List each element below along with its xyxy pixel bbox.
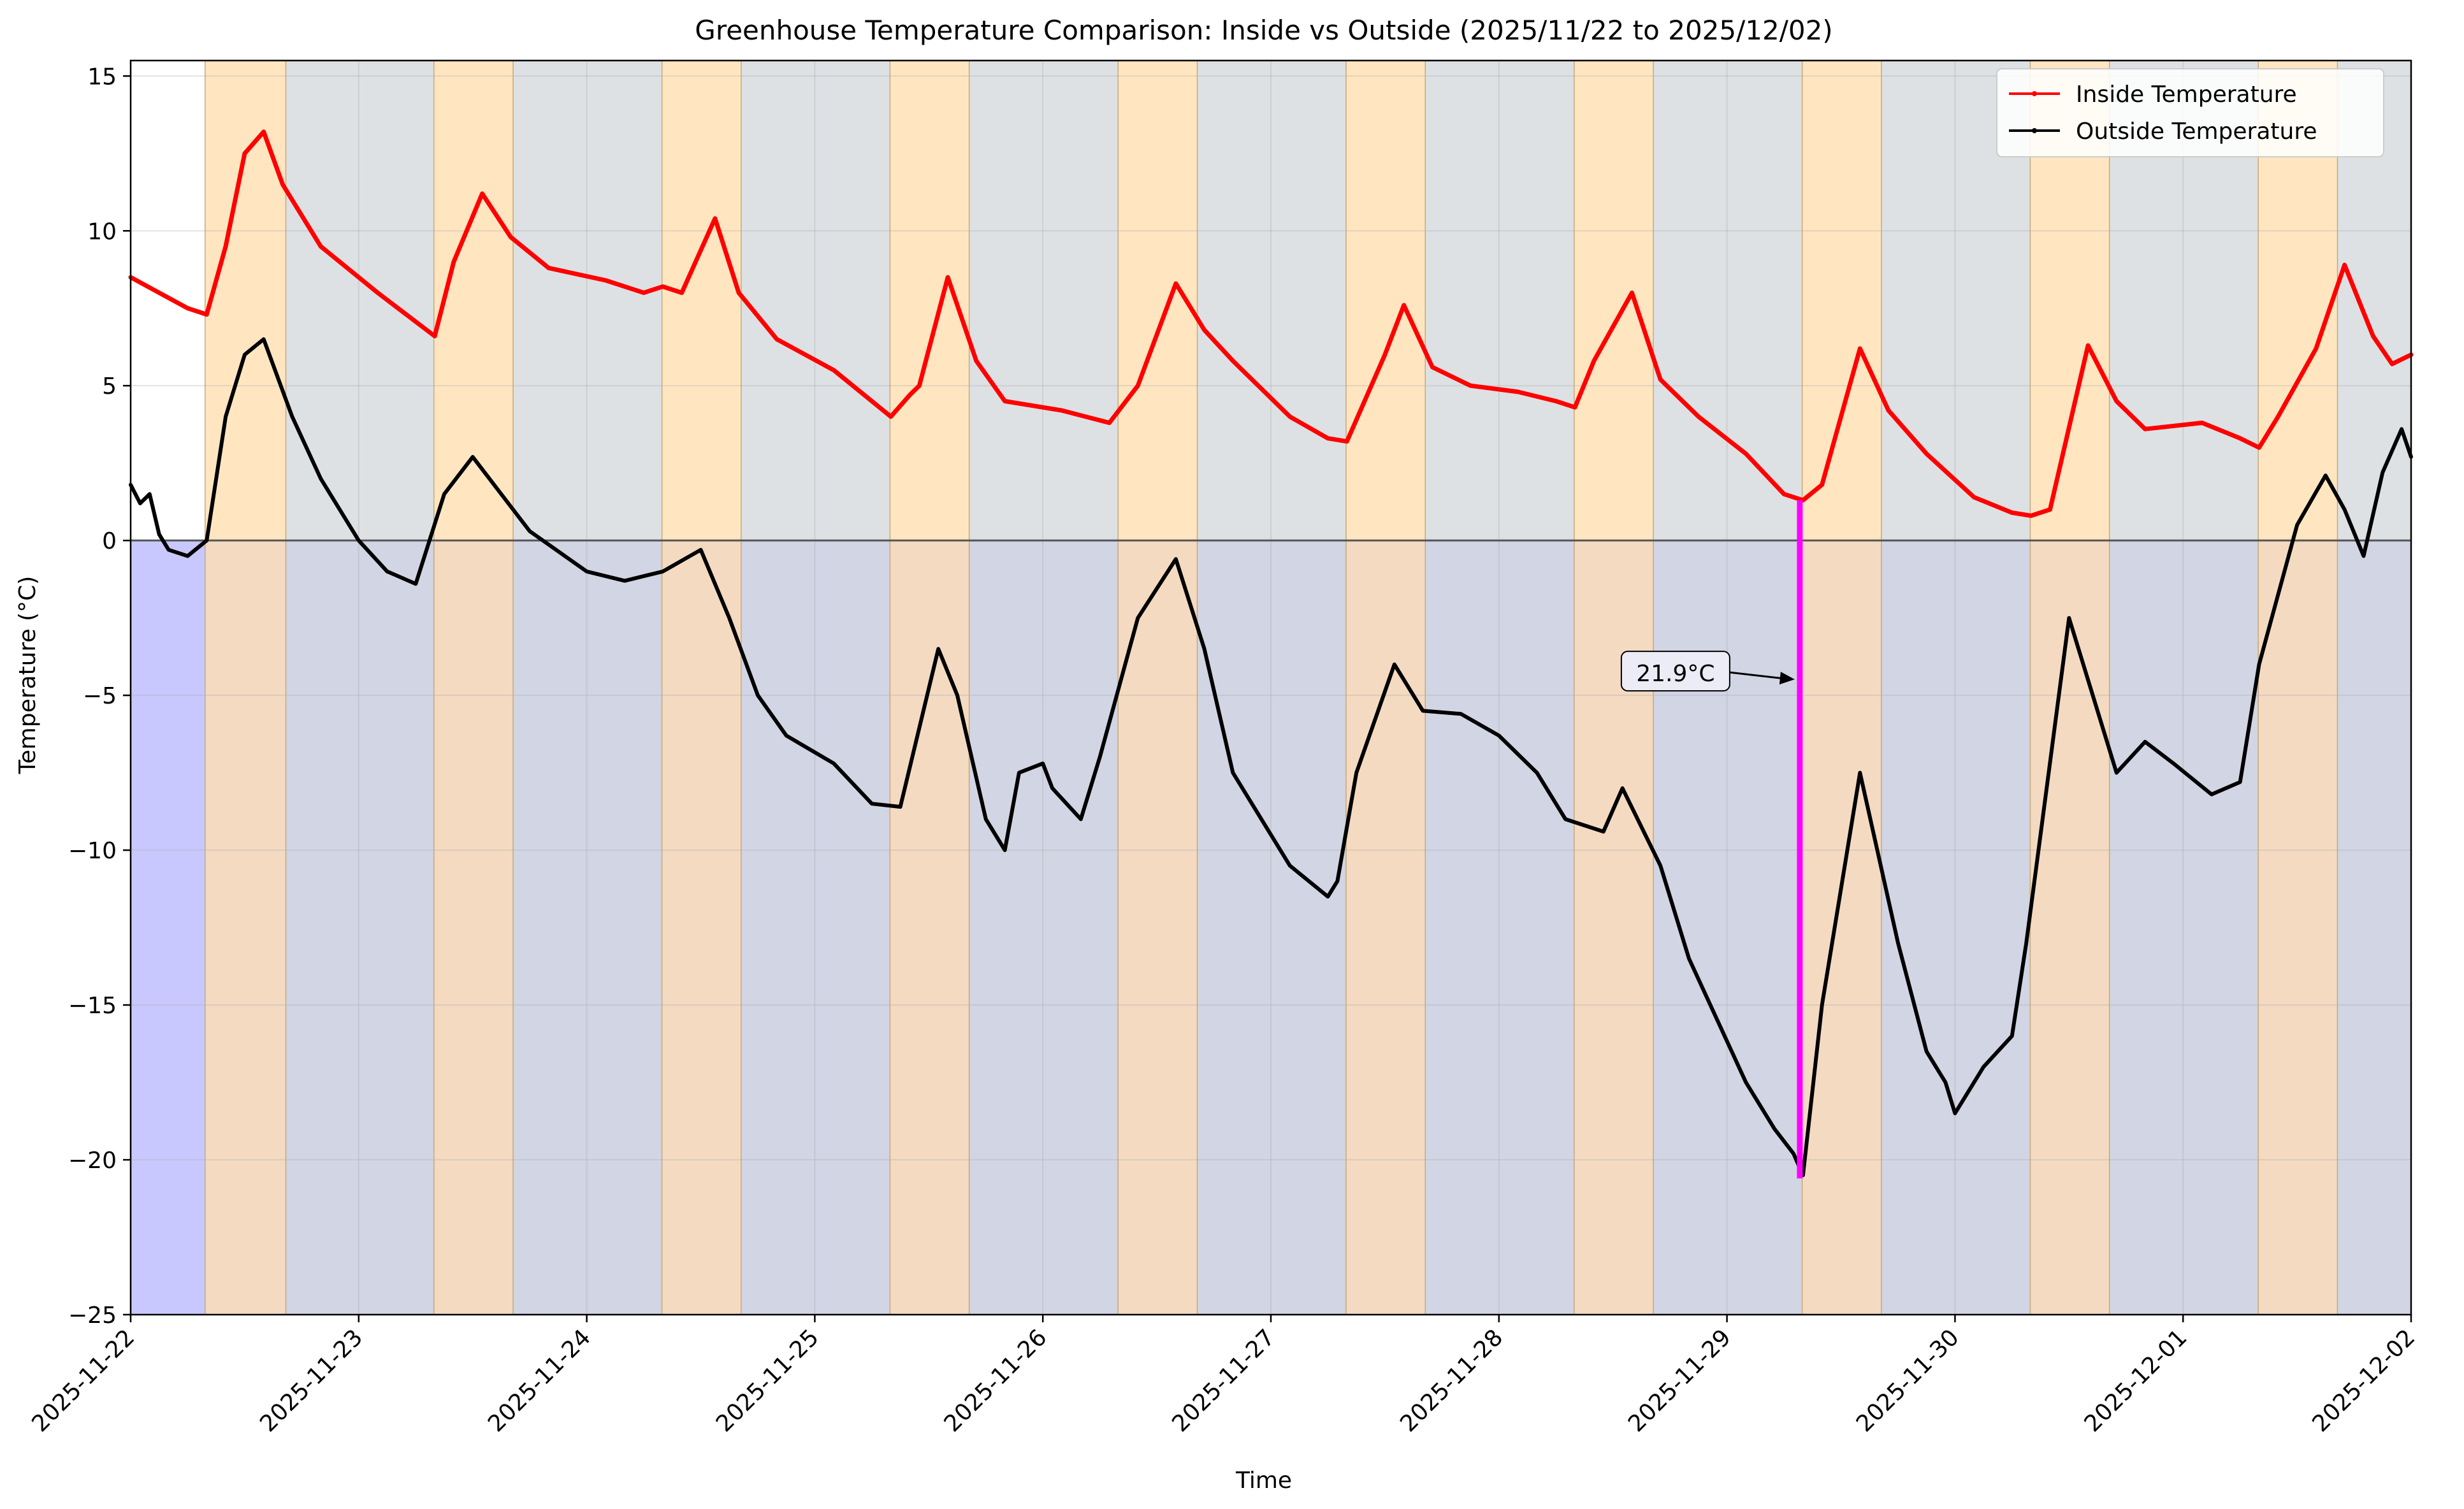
y-tick-label: 10 bbox=[87, 219, 117, 245]
daylight-band bbox=[1574, 60, 1654, 1315]
y-tick-label: −25 bbox=[68, 1303, 117, 1329]
night-band bbox=[1425, 61, 1574, 1315]
legend-marker-outside bbox=[2032, 128, 2037, 133]
night-band bbox=[1881, 61, 2031, 1315]
daylight-band bbox=[2257, 60, 2338, 1315]
night-band bbox=[2109, 61, 2259, 1315]
inside-temperature-line bbox=[128, 129, 2414, 518]
daylight-band bbox=[2029, 60, 2110, 1315]
y-tick-label: −20 bbox=[68, 1148, 117, 1174]
annotation: 21.9°C bbox=[1620, 500, 1803, 1179]
series-layer bbox=[128, 129, 2414, 1178]
daylight-band bbox=[661, 60, 742, 1315]
daylight-band bbox=[205, 60, 287, 1315]
legend-box bbox=[1996, 68, 2384, 157]
y-axis-label: Temperature (°C) bbox=[15, 576, 41, 775]
x-axis-label: Time bbox=[1235, 1468, 1292, 1494]
chart-title: Greenhouse Temperature Comparison: Insid… bbox=[695, 15, 1832, 46]
daylight-band bbox=[1801, 60, 1882, 1315]
night-band bbox=[286, 61, 434, 1315]
y-tick-label: 5 bbox=[102, 373, 117, 400]
night-band bbox=[741, 61, 890, 1315]
y-tick-label: 0 bbox=[102, 528, 117, 554]
night-band bbox=[513, 61, 662, 1315]
annotation-label: 21.9°C bbox=[1636, 661, 1714, 687]
daylight-band bbox=[1117, 60, 1198, 1315]
night-band bbox=[1197, 61, 1347, 1315]
daylight-band bbox=[433, 60, 514, 1315]
annotation-arrow-head bbox=[1779, 672, 1795, 685]
y-tick-label: −10 bbox=[68, 838, 117, 864]
legend-label-inside: Inside Temperature bbox=[2076, 82, 2297, 108]
night-band bbox=[969, 61, 1119, 1315]
y-tick-label: 15 bbox=[87, 64, 117, 90]
annotation-arrow-shaft bbox=[1729, 671, 1786, 680]
outside-temperature-line bbox=[129, 337, 2413, 1178]
legend-marker-inside bbox=[2032, 91, 2037, 96]
legend-label-outside: Outside Temperature bbox=[2076, 119, 2317, 145]
legend: Inside Temperature Outside Temperature bbox=[1996, 68, 2384, 157]
y-tick-label: −5 bbox=[83, 683, 117, 709]
annotation-label-box bbox=[1620, 651, 1730, 692]
y-tick-label: −15 bbox=[68, 993, 117, 1019]
night-band bbox=[2337, 61, 2411, 1315]
